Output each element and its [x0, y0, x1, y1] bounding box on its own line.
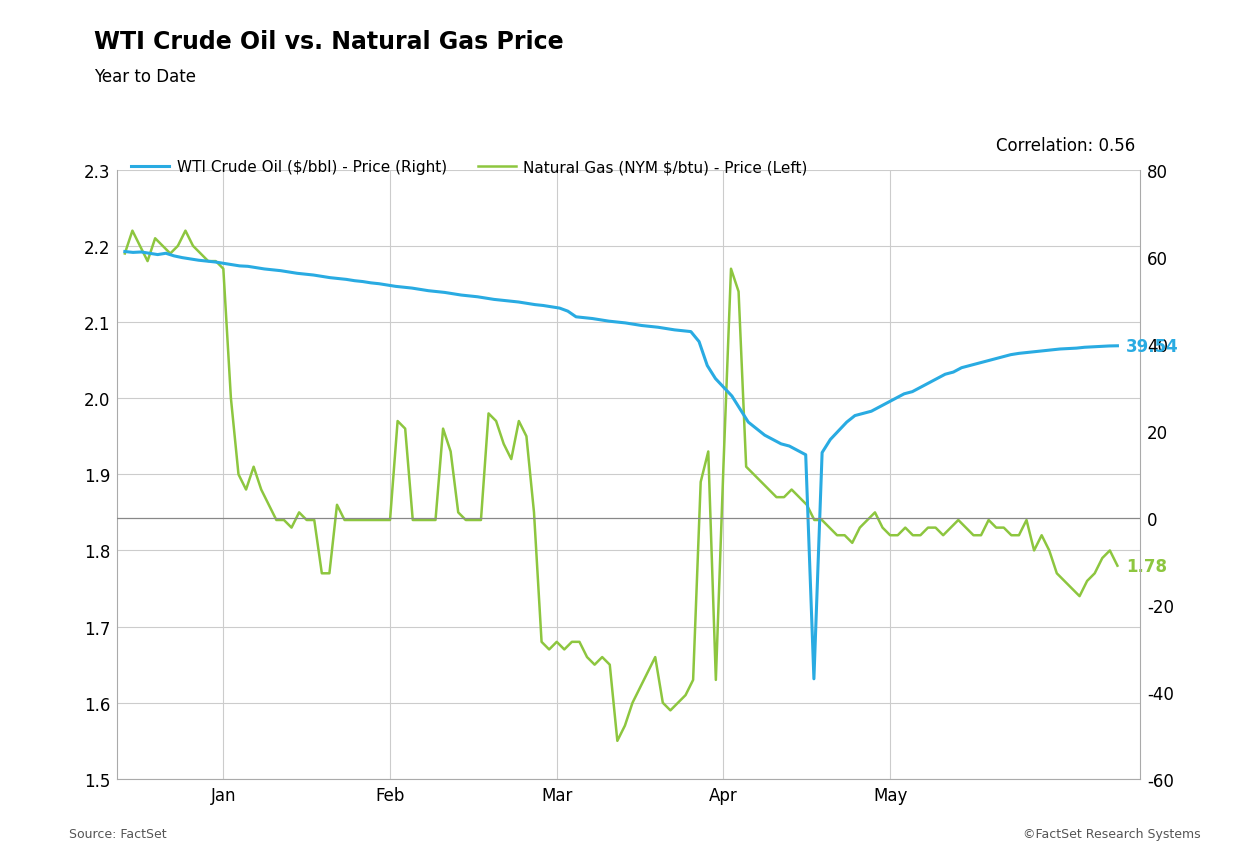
- Text: Source: FactSet: Source: FactSet: [69, 827, 166, 840]
- Text: Year to Date: Year to Date: [94, 68, 196, 86]
- Text: Correlation: 0.56: Correlation: 0.56: [996, 137, 1135, 155]
- Text: 39.54: 39.54: [1126, 338, 1178, 356]
- Text: ©FactSet Research Systems: ©FactSet Research Systems: [1023, 827, 1201, 840]
- Text: WTI Crude Oil vs. Natural Gas Price: WTI Crude Oil vs. Natural Gas Price: [94, 30, 563, 54]
- Text: 1.78: 1.78: [1126, 557, 1167, 575]
- Legend: WTI Crude Oil ($/bbl) - Price (Right), Natural Gas (NYM $/btu) - Price (Left): WTI Crude Oil ($/bbl) - Price (Right), N…: [125, 154, 814, 181]
